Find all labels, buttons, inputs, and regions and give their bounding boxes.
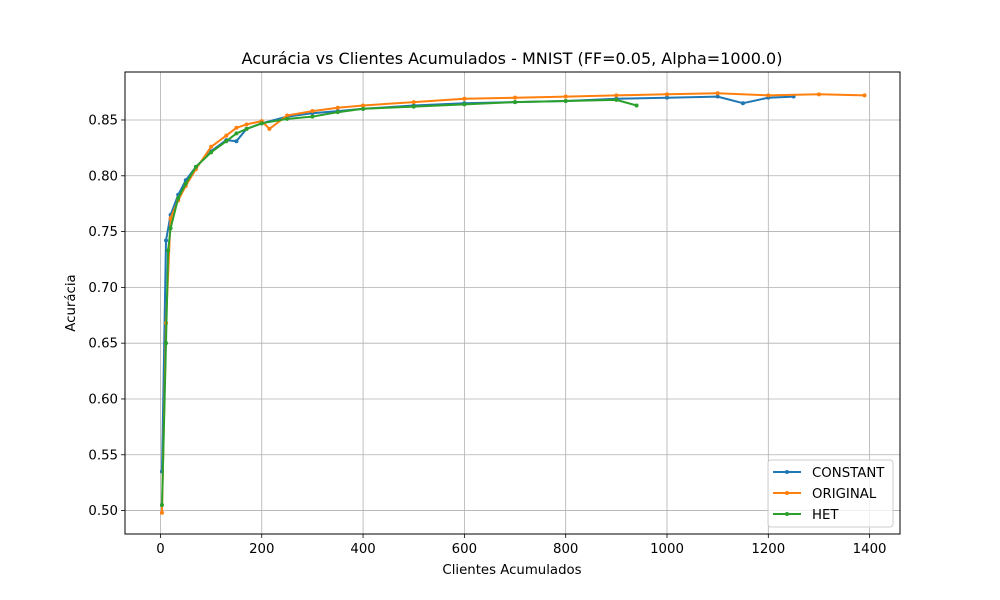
data-point-constant	[740, 101, 745, 106]
data-point-original	[664, 92, 669, 97]
data-point-original	[766, 93, 771, 98]
grid	[125, 72, 900, 534]
legend-label-het: HET	[812, 508, 839, 523]
data-point-het	[285, 116, 290, 121]
x-tick-label: 600	[452, 542, 477, 557]
x-tick-label: 200	[249, 542, 274, 557]
y-tick-label: 0.85	[88, 113, 118, 128]
plot-frame	[124, 71, 901, 535]
x-tick-label: 400	[350, 542, 375, 557]
data-point-original	[234, 125, 239, 130]
legend-label-original: ORIGINAL	[812, 487, 877, 502]
x-tick-label: 800	[553, 542, 578, 557]
y-tick-label: 0.55	[88, 448, 118, 463]
data-point-het	[361, 106, 366, 111]
data-point-original	[310, 109, 315, 114]
series-line-het	[161, 98, 637, 506]
chart-title: Acurácia vs Clientes Acumulados - MNIST …	[242, 49, 783, 68]
data-point-constant	[715, 94, 720, 99]
data-point-het	[634, 103, 639, 108]
y-axis-label: Acurácia	[63, 274, 79, 331]
x-axis-label: Clientes Acumulados	[442, 563, 581, 578]
data-point-het	[335, 110, 340, 115]
series-line-original	[161, 92, 865, 513]
legend-label-constant: CONSTANT	[812, 466, 885, 481]
x-tick-label: 0	[156, 542, 164, 557]
legend-frame	[767, 459, 894, 528]
y-tick-label: 0.65	[88, 337, 118, 352]
y-tick-label: 0.80	[88, 169, 118, 184]
data-point-original	[462, 96, 467, 101]
data-point-het	[234, 131, 239, 136]
data-point-original	[168, 216, 173, 221]
data-point-het	[563, 99, 568, 104]
data-point-het	[168, 226, 173, 231]
data-point-het	[164, 341, 169, 346]
series-layer	[159, 91, 867, 515]
data-point-original	[816, 92, 821, 97]
data-point-original	[411, 100, 416, 105]
data-point-original	[159, 510, 164, 515]
data-point-original	[563, 94, 568, 99]
y-tick-label: 0.60	[88, 392, 118, 407]
series-original	[159, 91, 867, 515]
series-het	[159, 97, 639, 507]
data-point-original	[267, 126, 272, 131]
x-tick-label: 1400	[853, 542, 887, 557]
data-point-original	[335, 105, 340, 110]
data-point-het	[244, 126, 249, 131]
data-point-het	[166, 248, 171, 253]
legend-marker-het	[785, 512, 789, 516]
legend-marker-original	[785, 491, 789, 495]
data-point-het	[176, 196, 181, 201]
data-point-het	[183, 181, 188, 186]
data-point-het	[209, 150, 214, 155]
data-point-original	[209, 144, 214, 149]
data-point-het	[614, 97, 619, 102]
data-point-original	[224, 133, 229, 138]
data-point-het	[193, 164, 198, 169]
y-axis: 0.50 0.55 0.60 0.65 0.70 0.75 0.80 0.85	[88, 113, 125, 519]
data-point-constant	[164, 238, 169, 243]
y-tick-label: 0.75	[88, 225, 118, 240]
x-tick-label: 1000	[650, 542, 684, 557]
x-tick-label: 1200	[751, 542, 785, 557]
data-point-constant	[664, 95, 669, 100]
legend-marker-constant	[785, 470, 789, 474]
y-tick-label: 0.50	[88, 504, 118, 519]
data-point-original	[361, 103, 366, 108]
data-point-original	[244, 122, 249, 127]
data-point-het	[159, 502, 164, 507]
data-point-het	[462, 102, 467, 107]
data-point-het	[224, 139, 229, 144]
series-line-constant	[161, 95, 794, 472]
data-point-het	[411, 104, 416, 109]
data-point-het	[310, 114, 315, 119]
data-point-original	[285, 113, 290, 118]
data-point-constant	[234, 139, 239, 144]
legend: CONSTANT ORIGINAL HET	[767, 459, 894, 528]
data-point-het	[513, 100, 518, 105]
data-point-original	[614, 93, 619, 98]
data-point-original	[715, 91, 720, 96]
series-constant	[159, 94, 796, 474]
y-tick-label: 0.70	[88, 281, 118, 296]
data-point-original	[862, 93, 867, 98]
data-point-original	[513, 95, 518, 100]
data-point-het	[259, 121, 264, 126]
x-axis: 0 200 400 600 800 1000 1200 1400	[156, 534, 887, 557]
